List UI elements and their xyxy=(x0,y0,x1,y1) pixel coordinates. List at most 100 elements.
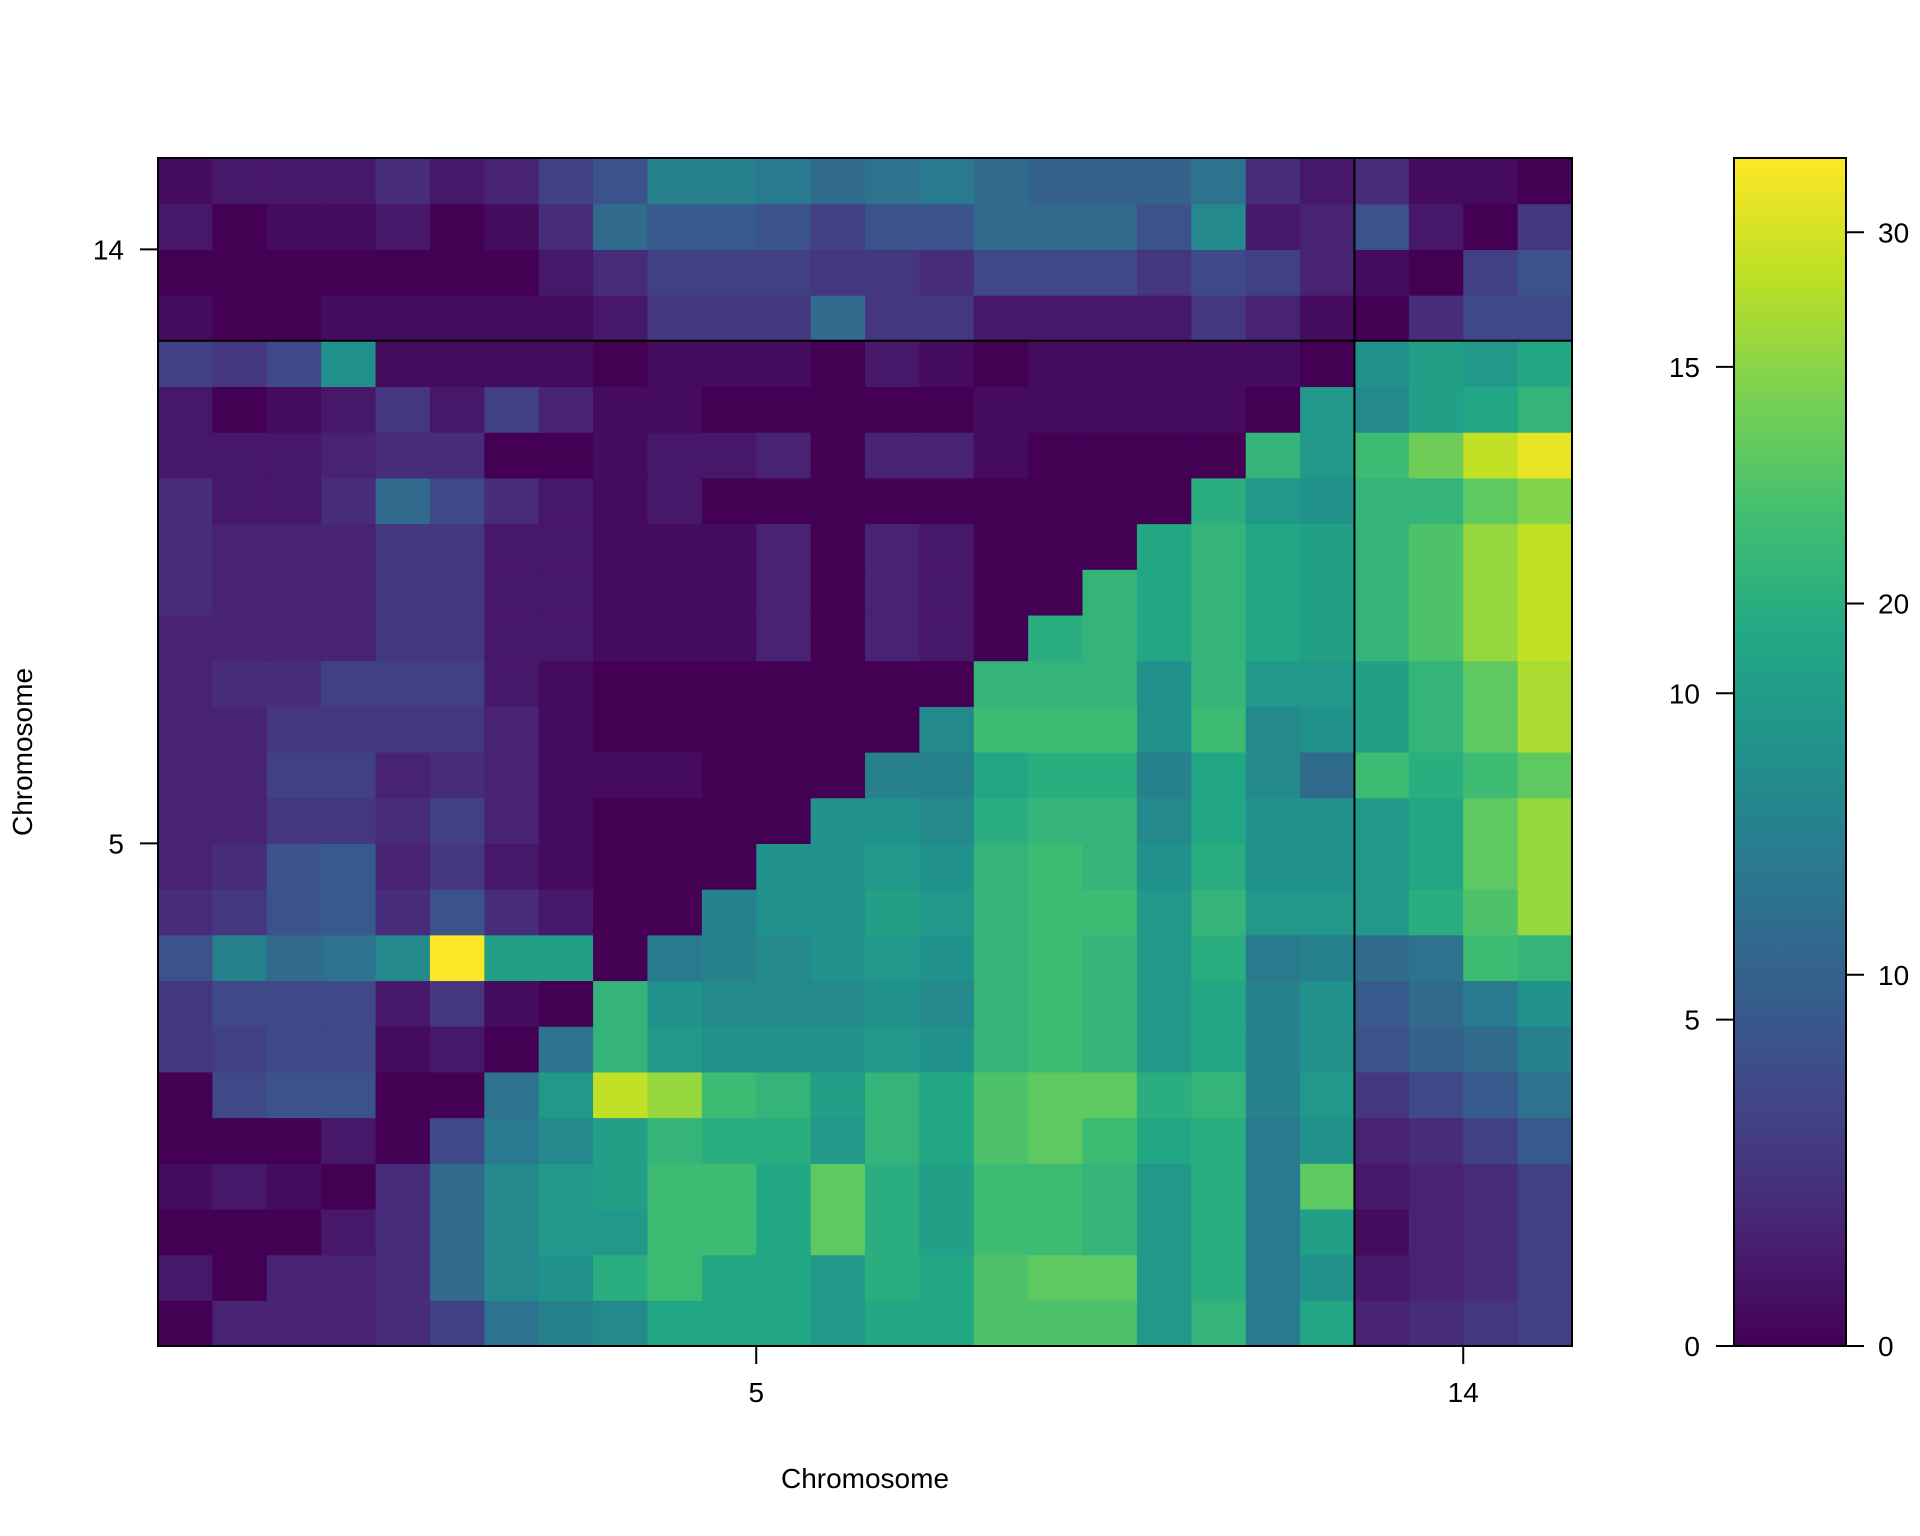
heatmap-cell xyxy=(1354,797,1410,844)
heatmap-cell xyxy=(1300,1117,1356,1164)
heatmap-cell xyxy=(1082,249,1138,296)
heatmap-cell xyxy=(865,203,920,250)
heatmap-cell xyxy=(1408,1208,1464,1256)
heatmap-cell xyxy=(1408,980,1464,1027)
heatmap-cell xyxy=(429,569,485,616)
heatmap-cell xyxy=(266,1254,322,1301)
heatmap-cell xyxy=(266,752,322,799)
heatmap-cell xyxy=(1300,706,1356,753)
heatmap-cell xyxy=(1517,1254,1573,1301)
heatmap-cell xyxy=(919,660,975,707)
heatmap-cell xyxy=(919,1208,975,1256)
heatmap-cell xyxy=(1028,340,1084,388)
heatmap-cell xyxy=(593,706,649,753)
heatmap-cell xyxy=(158,477,213,525)
heatmap-cell xyxy=(321,1117,377,1164)
heatmap-cell xyxy=(1300,660,1356,707)
heatmap-cell xyxy=(756,706,812,753)
heatmap-cell xyxy=(538,569,594,616)
heatmap-cell xyxy=(1082,432,1138,479)
heatmap-cell xyxy=(1408,249,1464,296)
heatmap-cell xyxy=(756,432,812,479)
heatmap-cell xyxy=(593,203,649,250)
heatmap-cell xyxy=(1354,477,1410,525)
heatmap-cell xyxy=(266,614,322,662)
heatmap-cell xyxy=(212,432,268,479)
heatmap-cell xyxy=(1082,1163,1138,1210)
heatmap-cell xyxy=(1517,706,1573,753)
heatmap-cell xyxy=(1300,203,1356,250)
heatmap-cell xyxy=(484,1254,540,1301)
heatmap-cell xyxy=(321,340,377,388)
heatmap-cell xyxy=(321,980,377,1027)
heatmap-cell xyxy=(701,1117,757,1164)
heatmap-cell xyxy=(865,432,920,479)
heatmap-cell xyxy=(1408,432,1464,479)
heatmap-cell xyxy=(810,1117,866,1164)
heatmap-cell xyxy=(266,477,322,525)
heatmap-cell xyxy=(593,934,649,982)
heatmap-cell xyxy=(1354,340,1410,388)
heatmap-cell xyxy=(1191,523,1247,570)
heatmap-cell xyxy=(538,158,594,205)
heatmap-cell xyxy=(429,1163,485,1210)
heatmap-cell xyxy=(1136,889,1192,936)
heatmap-cell xyxy=(756,889,812,936)
heatmap-cell xyxy=(810,523,866,570)
heatmap-cell xyxy=(375,980,431,1027)
heatmap-cell xyxy=(647,1071,703,1119)
heatmap-cell xyxy=(1028,1163,1084,1210)
heatmap-cell xyxy=(973,1254,1029,1301)
heatmap-cell xyxy=(1300,386,1356,433)
heatmap-cell xyxy=(1136,660,1192,707)
heatmap-cell xyxy=(321,843,377,890)
heatmap-cell xyxy=(484,752,540,799)
heatmap-cell xyxy=(158,797,213,844)
heatmap-cell xyxy=(1028,523,1084,570)
heatmap-cell xyxy=(1300,295,1356,342)
heatmap-cell xyxy=(1517,1071,1573,1119)
heatmap-cell xyxy=(429,980,485,1027)
colorbar-right-tick-label: 0 xyxy=(1878,1331,1894,1362)
heatmap-cell xyxy=(593,1071,649,1119)
heatmap-cell xyxy=(1517,569,1573,616)
heatmap-cell xyxy=(375,1254,431,1301)
heatmap-cell xyxy=(212,340,268,388)
heatmap-cell xyxy=(1354,614,1410,662)
heatmap-cell xyxy=(1028,1117,1084,1164)
heatmap-cell xyxy=(1028,752,1084,799)
heatmap-cell xyxy=(1517,614,1573,662)
heatmap-cell xyxy=(266,1026,322,1073)
heatmap-cell xyxy=(647,1117,703,1164)
heatmap-cell xyxy=(1191,203,1247,250)
heatmap-cell xyxy=(1300,1208,1356,1256)
heatmap-cell xyxy=(973,1071,1029,1119)
heatmap-cell xyxy=(158,203,213,250)
heatmap-cell xyxy=(1191,980,1247,1027)
heatmap-cell xyxy=(429,934,485,982)
heatmap-cell xyxy=(1408,752,1464,799)
heatmap-cell xyxy=(919,1163,975,1210)
heatmap-cell xyxy=(647,432,703,479)
heatmap-cell xyxy=(1463,889,1519,936)
heatmap-cell xyxy=(593,1026,649,1073)
heatmap-cell xyxy=(1136,340,1192,388)
heatmap-cell xyxy=(1463,1254,1519,1301)
heatmap-cell xyxy=(375,477,431,525)
heatmap-cell xyxy=(538,889,594,936)
heatmap-cell xyxy=(212,889,268,936)
heatmap-cell xyxy=(429,1254,485,1301)
heatmap-cell xyxy=(1517,1117,1573,1164)
heatmap-cell xyxy=(1463,1300,1519,1347)
heatmap-cell xyxy=(919,706,975,753)
heatmap-cell xyxy=(538,843,594,890)
heatmap-cell xyxy=(701,340,757,388)
heatmap-cell xyxy=(1191,1208,1247,1256)
heatmap-cell xyxy=(647,843,703,890)
heatmap-cell xyxy=(158,386,213,433)
heatmap-cell xyxy=(756,1254,812,1301)
heatmap-cell xyxy=(973,295,1029,342)
heatmap-cell xyxy=(1191,386,1247,433)
heatmap-cell xyxy=(647,523,703,570)
heatmap-cell xyxy=(1245,934,1301,982)
